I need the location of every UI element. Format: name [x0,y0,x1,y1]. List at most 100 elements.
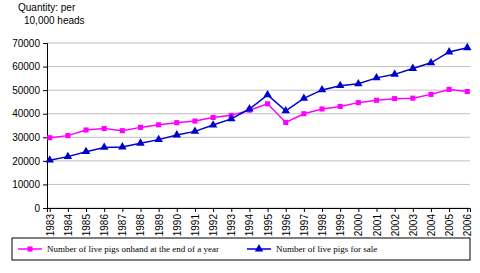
marker [83,127,88,132]
tick-mark [159,208,160,212]
axis-title: Quantity: per 10,000 heads [18,2,85,26]
legend: Number of live pigs onhand at the end of… [12,238,470,260]
legend-label: Number of live pigs for sale [276,244,377,254]
tick-mark [43,43,47,44]
marker [136,138,144,145]
grid-line [47,43,470,44]
grid-line [47,90,470,91]
axis-line [43,44,48,209]
axis-title-line: 10,000 heads [24,15,85,26]
marker [301,111,306,116]
tick-mark [322,208,323,212]
tick-label: 1990 [172,214,183,237]
marker [118,142,126,149]
marker [300,93,308,100]
tick: 70000 [12,38,47,49]
marker [120,128,125,133]
tick-label: 1992 [208,214,219,237]
marker [338,104,343,109]
marker [283,120,288,125]
tick: 1995 [263,208,274,236]
axis-line [48,209,471,213]
tick: 60000 [12,61,47,72]
tick-label: 60000 [12,61,40,72]
tick: 2006 [462,208,473,236]
tick: 40000 [12,108,47,119]
marker [82,147,90,154]
tick-label: 2002 [390,214,401,237]
legend-item: Number of live pigs for sale [247,244,377,254]
tick-label: 1995 [263,214,274,237]
legend-marker [27,246,32,251]
tick-label: 10000 [12,179,40,190]
tick-mark [377,208,378,212]
tick: 1990 [172,208,183,236]
tick-mark [43,137,47,138]
tick: 1997 [299,208,310,236]
tick: 2003 [408,208,419,236]
tick-mark [467,208,468,212]
tick-label: 1994 [244,214,255,237]
marker [372,73,380,80]
tick: 1998 [317,208,328,236]
tick-mark [68,208,69,212]
tick: 2004 [426,208,437,236]
tick-label: 20000 [12,156,40,167]
tick-mark [122,208,123,212]
marker [64,152,72,159]
marker [245,104,253,111]
marker [65,133,70,138]
legend-item: Number of live pigs onhand at the end of… [18,244,219,254]
marker [428,92,433,97]
marker [45,155,53,162]
tick: 1994 [244,208,255,236]
tick-mark [104,208,105,212]
tick-mark [449,208,450,212]
tick-mark [340,208,341,212]
grid-line [47,184,470,185]
series-line [50,89,468,137]
marker [156,122,161,127]
tick-mark [50,208,51,212]
grid [47,43,470,208]
tick-label: 1984 [63,214,74,237]
tick-mark [286,208,287,212]
marker [100,143,108,150]
marker [319,106,324,111]
tick: 1993 [226,208,237,236]
marker [410,96,415,101]
tick: 1989 [154,208,165,236]
marker [154,135,162,142]
tick-label: 2004 [426,214,437,237]
marker [263,90,271,97]
grid-line [47,66,470,67]
tick-mark [86,208,87,212]
tick-label: 2000 [353,214,364,237]
tick-mark [43,184,47,185]
tick-mark [431,208,432,212]
tick-mark [177,208,178,212]
tick: 1987 [117,208,128,236]
tick-mark [43,114,47,115]
tick: 1985 [81,208,92,236]
tick-mark [413,208,414,212]
marker [211,115,216,120]
axis-title-line: Quantity: per [18,2,76,13]
tick-label: 1998 [317,214,328,237]
tick-label: 1989 [154,214,165,237]
marker [390,69,398,76]
marker [427,58,435,65]
marker [445,47,453,54]
tick-label: 30000 [12,132,40,143]
tick-label: 1987 [117,214,128,237]
series-markers [47,87,470,140]
tick: 30000 [12,132,47,143]
tick: 1984 [63,208,74,236]
tick-label: 1986 [99,214,110,237]
tick: 2005 [444,208,455,236]
marker [356,100,361,105]
series-line [50,48,468,160]
marker [392,96,397,101]
marker [318,85,326,92]
tick: 2002 [390,208,401,236]
